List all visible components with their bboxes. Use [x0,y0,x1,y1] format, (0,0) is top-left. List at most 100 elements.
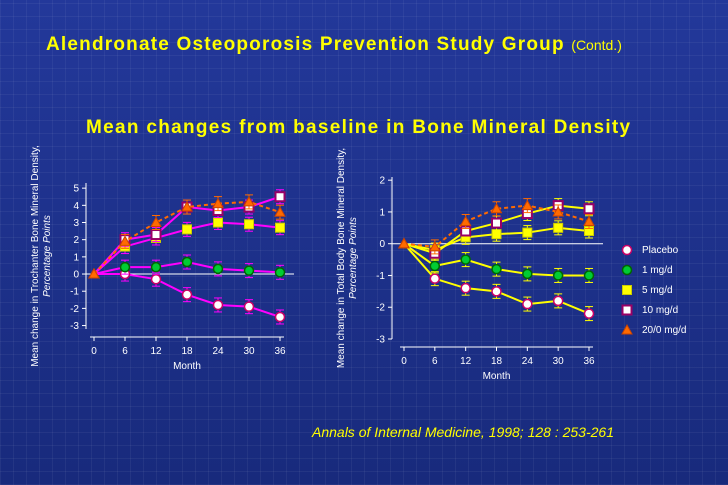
data-point [552,205,565,217]
data-point [274,311,286,323]
x-tick-label: 12 [460,356,472,367]
data-point [274,191,286,203]
legend-item-mg5: 5 mg/d [620,280,706,300]
y-tick-label: 5 [73,184,79,195]
data-point [181,256,193,268]
legend-marker [621,264,633,276]
y-tick-label: 2 [379,176,385,187]
data-point [244,219,254,230]
data-point [274,267,286,278]
series-placebo [398,237,595,322]
data-point [460,254,471,265]
data-point [583,308,595,319]
series-mg20 [88,194,286,279]
y-axis-sublabel: Percentage Points [348,217,359,299]
data-point [88,268,100,279]
legend-marker [621,323,633,335]
slide-title-text: Alendronate Osteoporosis Prevention Stud… [46,34,565,55]
legend-label: 1 mg/d [642,264,673,276]
slide-title-suffix: (Contd.) [571,37,622,53]
x-tick-label: 24 [522,356,534,367]
data-point [522,298,533,310]
x-tick-label: 30 [243,346,255,357]
data-point [460,282,471,294]
mg20-legend-marker-icon [621,323,633,335]
y-tick-label: 0 [379,239,385,250]
y-axis-label: Mean change in Trochanter Bone Mineral D… [30,145,41,367]
legend-item-mg10: 10 mg/d [620,300,706,320]
data-point [181,289,193,300]
data-point [212,263,224,275]
y-tick-label: -3 [376,335,385,346]
data-point [243,195,255,207]
y-tick-label: -1 [376,271,385,282]
x-tick-label: 36 [583,356,595,367]
x-tick-label: 12 [150,346,162,357]
legend-label: 20/0 mg/d [642,324,687,336]
y-tick-label: 3 [73,218,79,229]
data-point [491,229,502,240]
legend-label: 10 mg/d [642,304,679,316]
x-tick-label: 6 [432,356,438,367]
citation: Annals of Internal Medicine, 1998; 128 :… [312,424,614,440]
series-mg1 [88,254,286,280]
y-axis-label: Mean change in Total Body Bone Mineral D… [336,148,347,368]
x-tick-label: 6 [122,346,128,357]
data-point [583,203,595,215]
mg5-legend-marker-icon [622,285,632,295]
data-point [150,229,162,241]
data-point [521,199,534,211]
data-point [212,197,224,209]
x-tick-label: 24 [212,346,224,357]
y-tick-label: 1 [73,252,79,263]
data-point [181,201,193,212]
x-tick-label: 0 [401,356,407,367]
x-tick-label: 18 [491,356,503,367]
placebo-legend-marker-icon [621,244,633,256]
series-mg20 [398,198,595,255]
mg1-legend-marker-icon [621,264,633,276]
data-point [522,268,533,280]
legend-marker [622,285,632,295]
y-tick-label: 0 [73,270,79,281]
x-tick-label: 36 [274,346,286,357]
data-point [459,215,472,226]
legend-label: 5 mg/d [642,284,673,296]
data-point [119,261,131,273]
legend-item-mg1: 1 mg/d [620,260,706,280]
y-tick-label: 2 [73,235,79,246]
data-point [150,273,162,285]
y-tick-label: -3 [70,321,79,332]
data-point [583,270,595,281]
data-point [213,217,223,228]
slide-subtitle: Mean changes from baseline in Bone Miner… [86,117,632,138]
data-point [491,286,502,297]
legend-item-placebo: Placebo [620,240,706,260]
data-point [150,261,162,273]
data-point [583,215,595,226]
y-tick-label: 4 [73,201,79,212]
legend-marker [621,304,633,316]
legend-label: Placebo [642,244,679,256]
data-point [491,217,502,229]
x-tick-label: 18 [181,346,193,357]
legend-item-mg20: 20/0 mg/d [620,320,706,340]
data-point [429,273,441,284]
data-point [553,222,564,233]
data-point [182,224,192,235]
data-point [429,260,441,272]
data-point [491,263,502,275]
y-tick-label: -1 [70,287,79,298]
y-axis-sublabel: Percentage Points [42,215,53,297]
data-point [552,270,564,281]
slide-title: Alendronate Osteoporosis Prevention Stud… [46,34,622,56]
y-tick-label: 1 [379,207,385,218]
legend-marker [621,244,633,256]
data-point [243,301,255,312]
data-point [275,222,285,233]
data-point [522,227,533,238]
chart-legend: Placebo 1 mg/d 5 mg/d 10 mg/d 20/0 mg/d [620,240,706,340]
data-point [490,202,503,214]
data-point [428,240,441,252]
